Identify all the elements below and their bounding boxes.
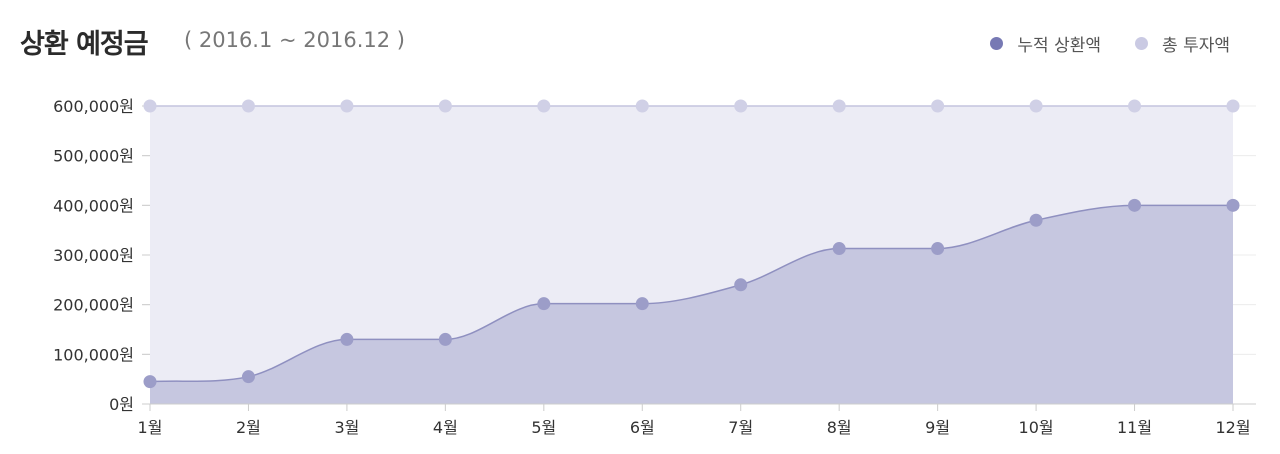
legend-label-invest: 총 투자액 xyxy=(1162,36,1230,56)
x-tick-label: 6월 xyxy=(630,418,655,437)
x-tick-label: 3월 xyxy=(334,418,359,437)
series-line-repaid xyxy=(149,204,1233,383)
y-tick-label: 100,000원 xyxy=(53,345,134,364)
legend-label-repaid: 누적 상환액 xyxy=(1017,36,1102,56)
data-point-repaid[interactable] xyxy=(241,370,255,384)
x-tick-label: 5월 xyxy=(531,418,556,437)
x-tick-label: 7월 xyxy=(728,418,753,437)
chart-legend: 누적 상환액 총 투자액 xyxy=(956,31,1230,56)
data-point-invest[interactable] xyxy=(832,99,846,113)
x-tick-label: 9월 xyxy=(925,418,950,437)
data-point-invest[interactable] xyxy=(1226,99,1240,113)
y-tick-label: 400,000원 xyxy=(53,196,134,215)
data-point-repaid[interactable] xyxy=(635,297,649,311)
data-point-invest[interactable] xyxy=(438,99,452,113)
y-tick-label: 200,000원 xyxy=(53,296,134,315)
y-tick-label: 600,000원 xyxy=(53,97,134,116)
data-point-invest[interactable] xyxy=(340,99,354,113)
data-point-repaid[interactable] xyxy=(1029,213,1043,227)
data-point-repaid[interactable] xyxy=(1226,198,1240,212)
x-tick-label: 11월 xyxy=(1117,418,1152,437)
data-point-repaid[interactable] xyxy=(143,375,157,389)
data-point-invest[interactable] xyxy=(635,99,649,113)
x-tick-label: 8월 xyxy=(827,418,852,437)
data-point-repaid[interactable] xyxy=(438,332,452,346)
data-point-invest[interactable] xyxy=(734,99,748,113)
data-point-invest[interactable] xyxy=(537,99,551,113)
x-tick-label: 12월 xyxy=(1215,418,1250,437)
data-point-repaid[interactable] xyxy=(340,332,354,346)
data-point-invest[interactable] xyxy=(931,99,945,113)
series-area-repaid xyxy=(150,205,1233,404)
data-point-invest[interactable] xyxy=(241,99,255,113)
data-point-repaid[interactable] xyxy=(734,278,748,292)
y-tick-label: 500,000원 xyxy=(53,147,134,166)
data-point-repaid[interactable] xyxy=(537,297,551,311)
data-point-invest[interactable] xyxy=(143,99,157,113)
x-tick-label: 2월 xyxy=(236,418,261,437)
legend-item-repaid[interactable]: 누적 상환액 xyxy=(990,31,1101,56)
data-point-repaid[interactable] xyxy=(1128,198,1142,212)
data-point-invest[interactable] xyxy=(1128,99,1142,113)
data-point-repaid[interactable] xyxy=(832,242,846,256)
chart-subtitle: ( 2016.1 ~ 2016.12 ) xyxy=(184,28,406,52)
x-tick-label: 10월 xyxy=(1019,418,1054,437)
chart-title: 상환 예정금 xyxy=(20,29,149,60)
data-point-invest[interactable] xyxy=(1029,99,1043,113)
legend-marker-repaid xyxy=(990,37,1004,50)
x-tick-label: 4월 xyxy=(433,418,458,437)
data-point-repaid[interactable] xyxy=(931,242,945,256)
y-tick-label: 0원 xyxy=(109,395,134,414)
legend-marker-invest xyxy=(1135,37,1149,50)
x-tick-label: 1월 xyxy=(138,418,163,437)
legend-item-invest[interactable]: 총 투자액 xyxy=(1135,31,1230,56)
y-tick-label: 300,000원 xyxy=(53,246,134,265)
